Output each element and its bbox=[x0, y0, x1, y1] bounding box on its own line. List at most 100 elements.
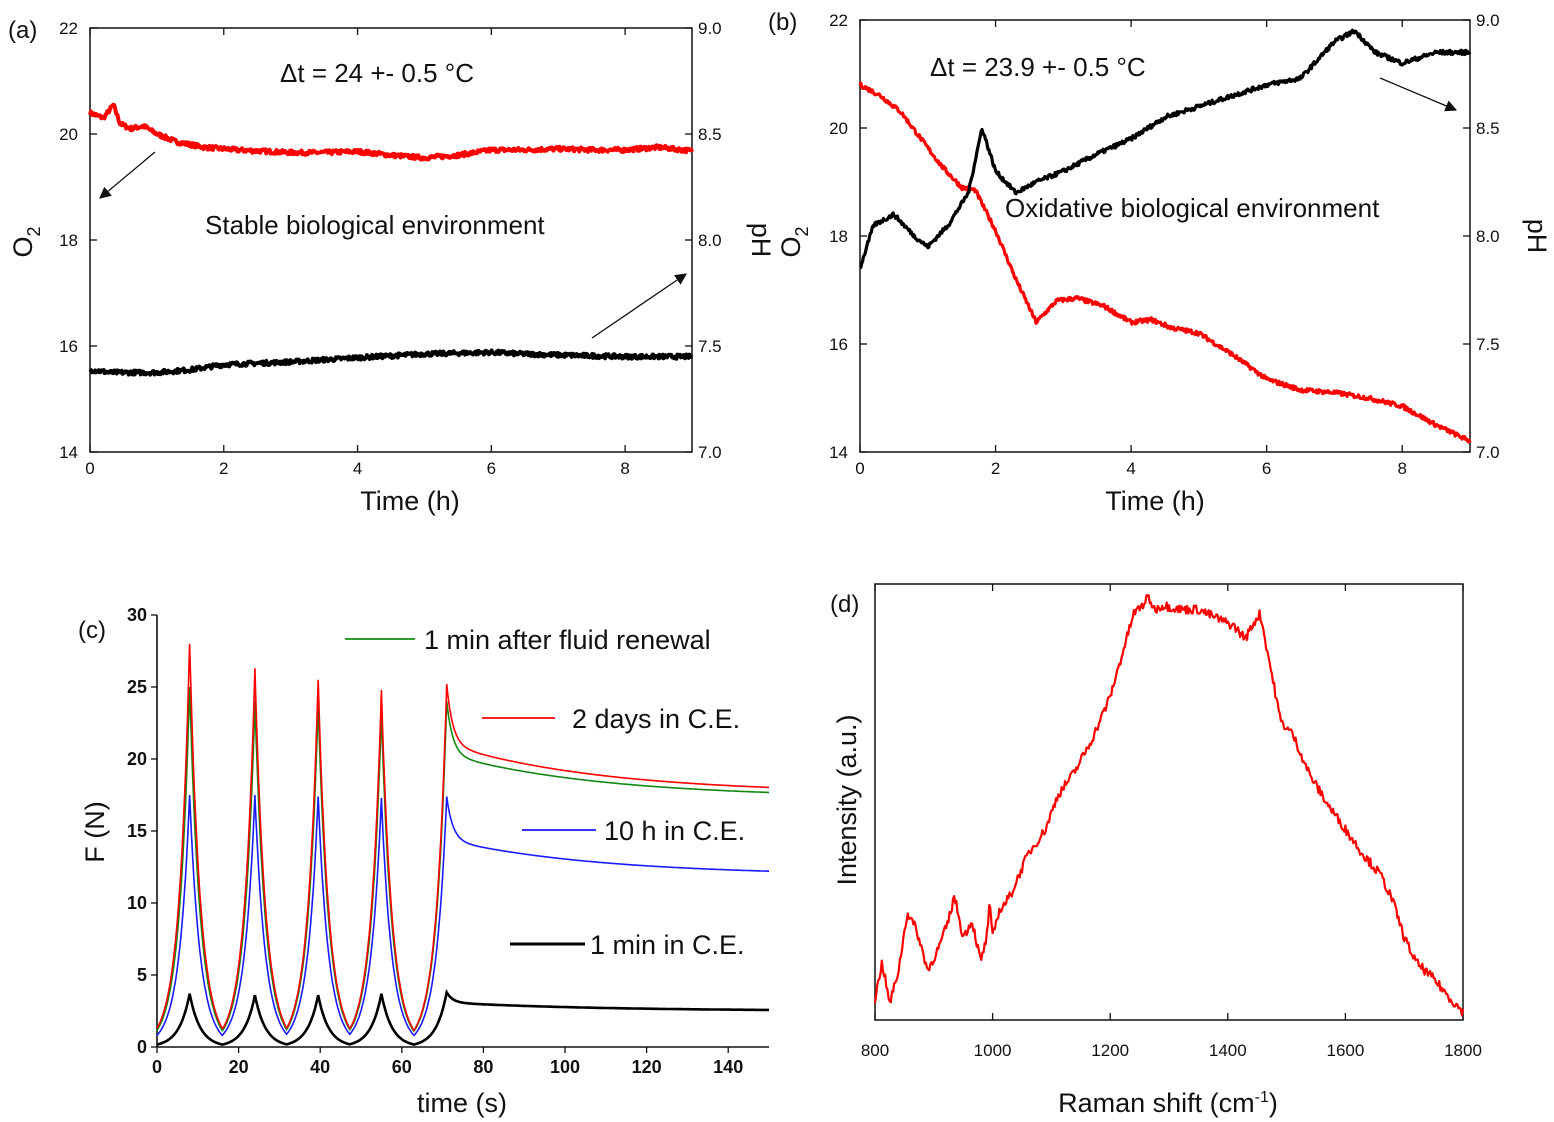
annotation-dt-b: Δt = 23.9 +- 0.5 °C bbox=[930, 52, 1146, 82]
x-tick-label-d-4: 1600 bbox=[1326, 1041, 1364, 1060]
y-tick-label-c-0: 0 bbox=[137, 1037, 147, 1057]
x-tick-label-c-5: 100 bbox=[550, 1057, 580, 1077]
y-tick-label-a-1: 16 bbox=[59, 337, 78, 356]
y-tick-label-c-4: 20 bbox=[127, 749, 147, 769]
y2-tick-label-b-2: 8.0 bbox=[1476, 227, 1500, 246]
y2-tick-label-b-4: 9.0 bbox=[1476, 11, 1500, 30]
y-tick-label-c-5: 25 bbox=[127, 677, 147, 697]
x-axis-label-a: Time (h) bbox=[360, 486, 460, 516]
arrow-right-axis-a bbox=[591, 273, 687, 339]
panel-b: (b) 0 2 4 6 8 14 16 18 20 22 7.0 7.5 8.0 8.5 9.0 Δt = … bbox=[768, 9, 1552, 516]
x-tick-label-a-2: 4 bbox=[353, 459, 362, 478]
x-tick-label-c-7: 140 bbox=[713, 1057, 743, 1077]
y-tick-label-b-2: 18 bbox=[829, 227, 848, 246]
y-axis-label-c: F (N) bbox=[80, 801, 110, 862]
x-axis-label-d-main: Raman shift (cm bbox=[1058, 1088, 1255, 1118]
x-tick-label-a-0: 0 bbox=[85, 459, 94, 478]
series-line-c-0 bbox=[156, 686, 770, 1033]
x-tick-label-c-0: 0 bbox=[152, 1057, 162, 1077]
panel-label-c: (c) bbox=[78, 617, 106, 644]
series-d bbox=[873, 594, 1465, 1017]
x-axis-label-b: Time (h) bbox=[1105, 486, 1205, 516]
x-tick-label-a-1: 2 bbox=[219, 459, 228, 478]
y2-tick-label-a-2: 8.0 bbox=[698, 231, 722, 250]
x-axis-label-c: time (s) bbox=[417, 1088, 507, 1118]
x-tick-label-c-1: 20 bbox=[229, 1057, 249, 1077]
panel-d: (d) 800 1000 1200 1400 1600 1800 Raman shift … bbox=[830, 583, 1482, 1118]
x-tick-label-c-6: 120 bbox=[632, 1057, 662, 1077]
y-tick-label-a-0: 14 bbox=[59, 443, 78, 462]
y-tick-label-c-2: 10 bbox=[127, 893, 147, 913]
y-axis-label-a: O2 bbox=[8, 226, 44, 257]
x-tick-label-a-3: 6 bbox=[487, 459, 496, 478]
y2-axis-label-a: pH bbox=[746, 223, 776, 258]
plot-frame-b bbox=[859, 19, 1471, 453]
series-line-c-3 bbox=[156, 988, 769, 1046]
y2-tick-label-a-1: 7.5 bbox=[698, 337, 722, 356]
y-tick-label-a-2: 18 bbox=[59, 231, 78, 250]
y-tick-label-a-3: 20 bbox=[59, 125, 78, 144]
series-line-c-1 bbox=[156, 643, 769, 1032]
x-tick-label-c-2: 40 bbox=[310, 1057, 330, 1077]
plot-frame-d bbox=[874, 583, 1464, 1021]
panel-label-a: (a) bbox=[8, 17, 37, 44]
x-tick-label-d-2: 1200 bbox=[1091, 1041, 1129, 1060]
legend-label-c-3: 1 min in C.E. bbox=[590, 930, 745, 960]
plot-frame-a bbox=[89, 27, 693, 453]
y-tick-label-b-1: 16 bbox=[829, 335, 848, 354]
y-axis-label-a-sub: 2 bbox=[24, 226, 44, 236]
annotation-env-b: Oxidative biological environment bbox=[1005, 193, 1380, 223]
panel-label-d: (d) bbox=[830, 591, 859, 618]
y2-tick-label-a-0: 7.0 bbox=[698, 443, 722, 462]
annotation-env-a: Stable biological environment bbox=[205, 210, 545, 240]
ticks-b: 0 2 4 6 8 14 16 18 20 22 7.0 7.5 8.0 8.5 9.0 bbox=[829, 11, 1500, 478]
x-axis-label-d-sup: -1 bbox=[1255, 1089, 1269, 1106]
x-tick-label-d-0: 800 bbox=[861, 1041, 889, 1060]
y2-axis-label-b: pH bbox=[1522, 219, 1552, 254]
series-c bbox=[156, 643, 770, 1046]
panel-a: (a) 0 2 4 6 8 14 16 18 20 22 7.0 7.5 8.0 8.5 9.0 Δt = … bbox=[8, 17, 776, 516]
x-tick-label-b-4: 8 bbox=[1397, 459, 1406, 478]
y-tick-label-b-0: 14 bbox=[829, 443, 848, 462]
legend-c: 1 min after fluid renewal 2 days in C.E. 1… bbox=[345, 625, 745, 960]
series-line-a-0 bbox=[88, 102, 694, 162]
x-tick-label-c-4: 80 bbox=[473, 1057, 493, 1077]
y-axis-label-a-main: O bbox=[8, 237, 38, 258]
y2-tick-label-b-3: 8.5 bbox=[1476, 119, 1500, 138]
ticks-a: 0 2 4 6 8 14 16 18 20 22 7.0 7.5 8.0 8.5 9.0 bbox=[59, 19, 722, 478]
y-tick-label-b-3: 20 bbox=[829, 119, 848, 138]
x-tick-label-a-4: 8 bbox=[620, 459, 629, 478]
y2-tick-label-a-3: 8.5 bbox=[698, 125, 722, 144]
legend-label-c-1: 2 days in C.E. bbox=[572, 704, 740, 734]
legend-label-c-0: 1 min after fluid renewal bbox=[424, 625, 711, 655]
series-line-d bbox=[873, 594, 1465, 1017]
series-line-c-2 bbox=[156, 794, 769, 1037]
series-b bbox=[858, 28, 1472, 444]
x-tick-label-c-3: 60 bbox=[392, 1057, 412, 1077]
y-tick-label-c-3: 15 bbox=[127, 821, 147, 841]
x-tick-label-d-5: 1800 bbox=[1444, 1041, 1482, 1060]
series-a bbox=[88, 102, 694, 377]
x-tick-label-b-1: 2 bbox=[991, 459, 1000, 478]
y-tick-label-a-4: 22 bbox=[59, 19, 78, 38]
series-line-b-1 bbox=[859, 28, 1472, 270]
panel-c: (c) 0 20 40 60 80 100 120 140 0 5 10 15 20 25 30 1 min… bbox=[78, 605, 770, 1118]
y-tick-label-c-1: 5 bbox=[137, 965, 147, 985]
x-tick-label-b-3: 6 bbox=[1262, 459, 1271, 478]
ticks-d: 800 1000 1200 1400 1600 1800 bbox=[861, 584, 1482, 1060]
legend-label-c-2: 10 h in C.E. bbox=[604, 816, 745, 846]
series-line-b-0 bbox=[858, 81, 1472, 444]
y2-tick-label-b-1: 7.5 bbox=[1476, 335, 1500, 354]
x-axis-label-d: Raman shift (cm-1) bbox=[1058, 1088, 1278, 1118]
y-axis-label-b-main: O bbox=[776, 237, 806, 258]
panel-label-b: (b) bbox=[768, 9, 797, 36]
arrow-left-axis-a bbox=[99, 151, 156, 199]
series-line-a-1 bbox=[88, 348, 694, 377]
x-tick-label-d-1: 1000 bbox=[974, 1041, 1012, 1060]
y-axis-label-d: Intensity (a.u.) bbox=[832, 714, 862, 885]
arrow-right-axis-b bbox=[1379, 77, 1458, 112]
y2-tick-label-a-4: 9.0 bbox=[698, 19, 722, 38]
x-tick-label-b-0: 0 bbox=[855, 459, 864, 478]
x-axis-label-d-end: ) bbox=[1269, 1088, 1278, 1118]
annotation-dt-a: Δt = 24 +- 0.5 °C bbox=[280, 58, 474, 88]
